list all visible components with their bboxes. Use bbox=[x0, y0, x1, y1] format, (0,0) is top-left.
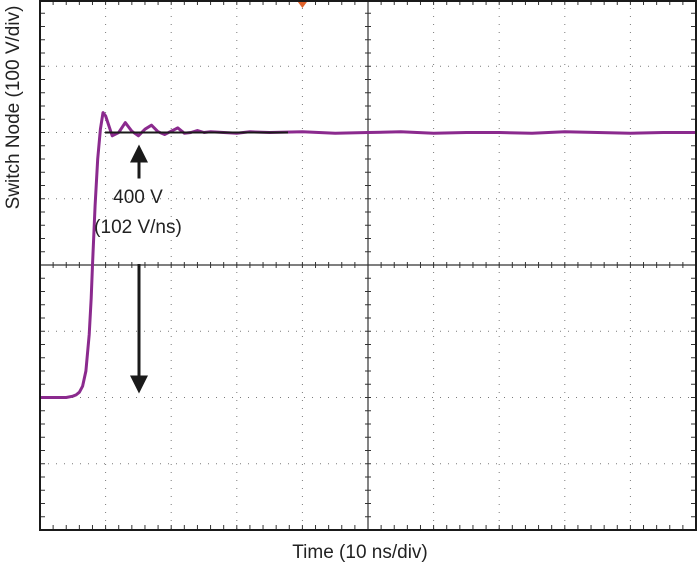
plot-frame bbox=[39, 0, 697, 531]
arrow-up-icon bbox=[130, 144, 148, 163]
arrow-down-icon bbox=[130, 375, 148, 394]
annotation-slew-rate: (102 V/ns) bbox=[94, 217, 182, 238]
annotation-voltage: 400 V bbox=[113, 187, 163, 208]
annotation-arrows bbox=[105, 131, 288, 394]
x-axis-label: Time (10 ns/div) bbox=[292, 542, 428, 563]
y-axis-label: Switch Node (100 V/div) bbox=[3, 5, 24, 210]
